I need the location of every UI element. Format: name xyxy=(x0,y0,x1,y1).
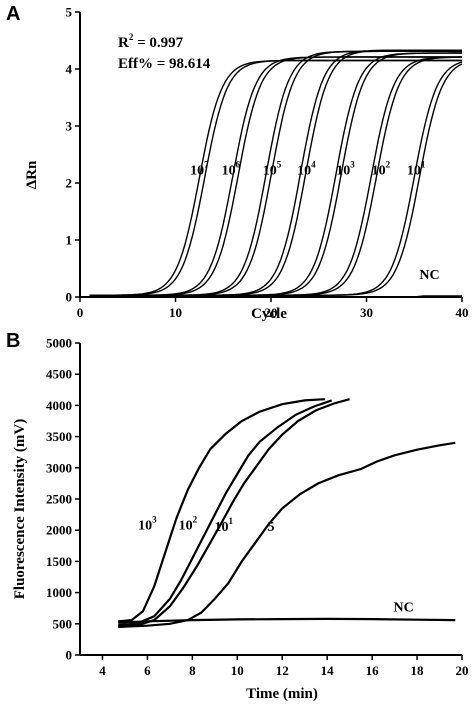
chart-a-nc-label: NC xyxy=(419,268,439,283)
chart-a: 0 10 20 30 40 0 1 2 3 4 5 107 106 105 104 103 102 101 NC xyxy=(66,5,469,321)
chart-b-y-tick-label: 1500 xyxy=(46,554,72,569)
chart-b-y-tick-label: 500 xyxy=(53,616,73,631)
chart-a-y-tick-label: 1 xyxy=(66,233,73,248)
panel-b-label: B xyxy=(6,330,20,352)
chart-a-series-label-1: 107 xyxy=(190,159,209,178)
chart-b-series-label-1: 103 xyxy=(138,515,157,534)
r-squared-superscript: 2 xyxy=(129,32,134,42)
chart-a-ylabel: ΔRn xyxy=(24,160,40,189)
chart-b-x-tick-label: 10 xyxy=(231,663,244,678)
chart-b-series-label-3: 101 xyxy=(215,516,234,535)
r-squared-value: = 0.997 xyxy=(133,35,183,51)
chart-a-x-tick-label: 30 xyxy=(360,305,373,320)
chart-b-y-tick-label: 2500 xyxy=(46,492,72,507)
chart-b-series-line-1 xyxy=(118,398,325,623)
chart-b-y-tick-label: 5000 xyxy=(46,336,72,351)
chart-a-x-tick-label: 20 xyxy=(265,305,278,320)
chart-b-x-tick-label: 12 xyxy=(276,663,289,678)
chart-b-xlabel: Time (min) xyxy=(246,686,318,702)
chart-a-series-label-6: 102 xyxy=(372,159,391,178)
chart-b-series-line-4 xyxy=(118,441,456,628)
chart-a-nc-line xyxy=(89,295,462,298)
chart-a-series-line-1 xyxy=(89,59,462,296)
chart-a-x-tick-label: 10 xyxy=(169,305,182,320)
chart-b-x-tick-label: 8 xyxy=(189,663,196,678)
chart-a-series-line-7 xyxy=(89,61,463,296)
chart-a-series-label-4: 104 xyxy=(297,159,316,178)
chart-b-x-tick-label: 6 xyxy=(144,663,151,678)
chart-a-series-label-3: 105 xyxy=(263,159,282,178)
chart-b-nc-line xyxy=(118,617,456,624)
r-squared-prefix: R xyxy=(118,35,129,51)
panel-a-label: A xyxy=(6,3,20,25)
chart-b-x-tick-label: 20 xyxy=(456,663,469,678)
chart-a-y-tick-label: 0 xyxy=(66,290,73,305)
chart-b: 4 6 8 10 12 14 16 18 20 0 500 1000 1500 2000 2500 3000 3… xyxy=(46,336,469,679)
chart-a-x-tick-label: 40 xyxy=(456,305,469,320)
chart-a-xlabel: Cycle xyxy=(251,306,287,322)
chart-b-x-tick-label: 18 xyxy=(411,663,425,678)
chart-b-x-tick-label: 14 xyxy=(321,663,335,678)
chart-b-y-tick-label: 3500 xyxy=(46,429,72,444)
chart-a-series-label-2: 106 xyxy=(222,159,241,178)
chart-b-series-label-4: 5 xyxy=(268,520,275,535)
chart-b-x-tick-label: 4 xyxy=(99,663,106,678)
chart-b-ylabel: Fluorescence Intensity (mV) xyxy=(12,419,28,600)
chart-b-series-line-3 xyxy=(118,398,350,628)
chart-b-series-line-2 xyxy=(118,399,333,627)
chart-b-y-tick-label: 4000 xyxy=(46,398,72,413)
chart-b-x-tick-label: 16 xyxy=(366,663,380,678)
chart-b-y-tick-label: 3000 xyxy=(46,460,72,475)
chart-a-y-tick-label: 5 xyxy=(66,5,73,20)
chart-b-series-label-2: 102 xyxy=(179,515,198,534)
chart-a-y-tick-label: 4 xyxy=(66,62,73,77)
chart-b-y-tick-label: 4500 xyxy=(46,367,72,382)
chart-b-y-tick-label: 0 xyxy=(66,648,73,663)
r-squared-annotation: R2 = 0.997 xyxy=(118,32,184,51)
chart-b-nc-label: NC xyxy=(393,600,413,615)
chart-b-y-tick-label: 1000 xyxy=(46,585,72,600)
chart-b-y-tick-label: 2000 xyxy=(46,523,72,538)
chart-a-y-tick-label: 3 xyxy=(66,119,73,134)
chart-a-series-line-7 xyxy=(89,63,463,296)
efficiency-annotation: Eff% = 98.614 xyxy=(118,56,211,72)
chart-a-x-tick-label: 0 xyxy=(77,305,84,320)
chart-a-y-tick-label: 2 xyxy=(66,176,73,191)
chart-a-series-label-5: 103 xyxy=(336,159,355,178)
chart-a-series-label-7: 101 xyxy=(407,159,426,178)
